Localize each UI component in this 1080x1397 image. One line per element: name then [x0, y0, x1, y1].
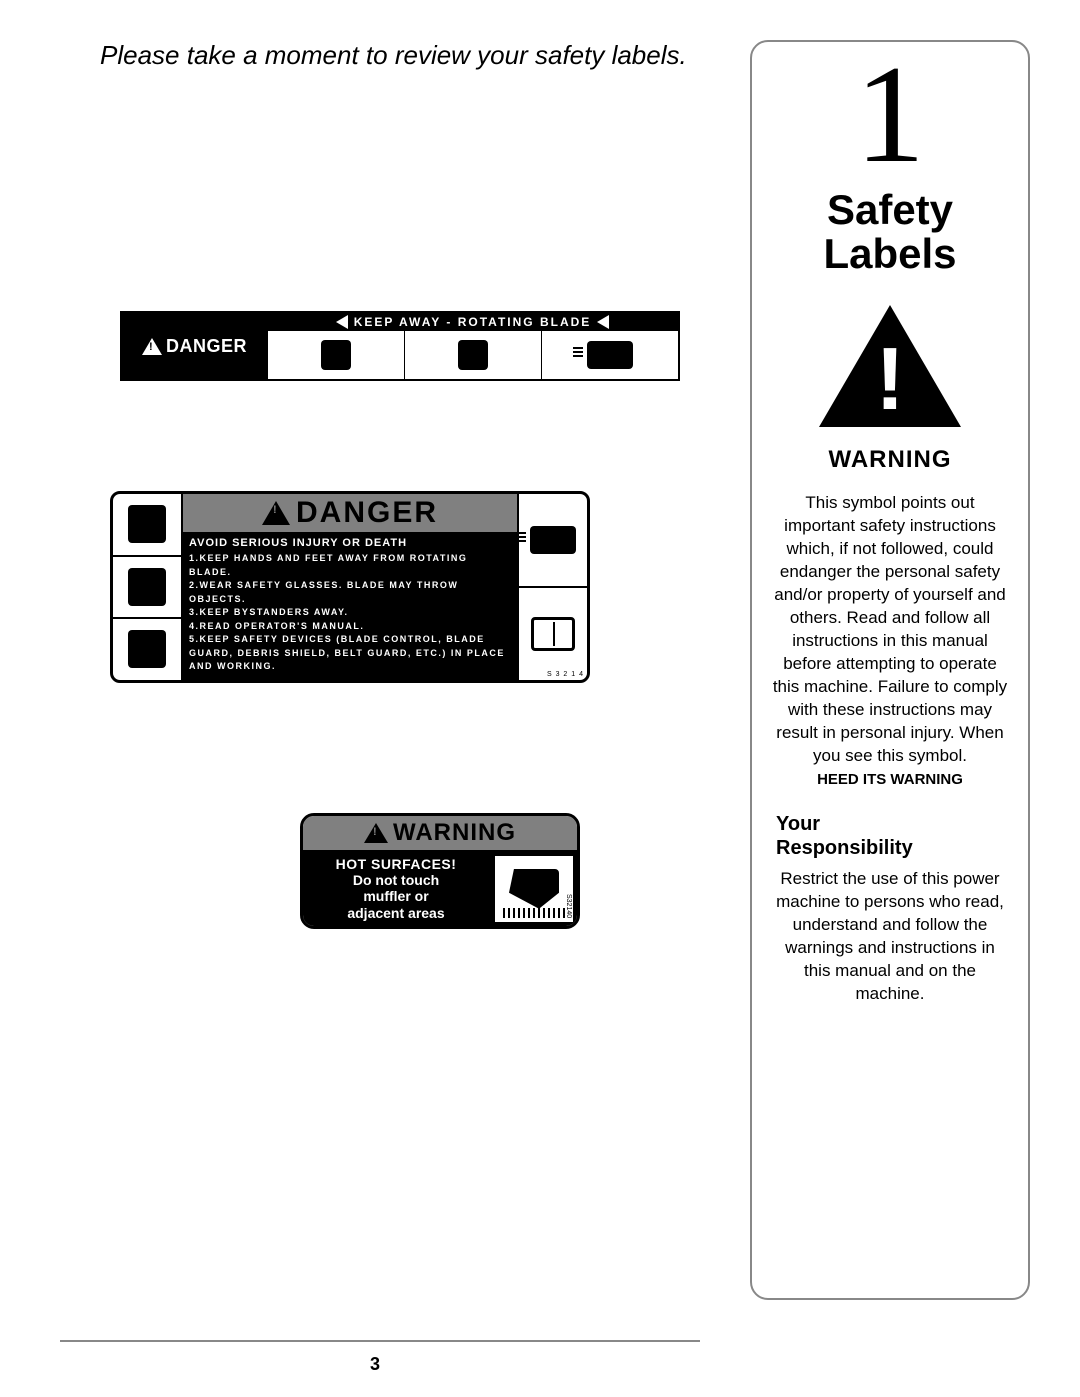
list-item: 5.KEEP SAFETY DEVICES (BLADE CONTROL, BL…	[189, 633, 511, 674]
list-item: 3.KEEP BYSTANDERS AWAY.	[189, 606, 511, 620]
responsibility-body: Restrict the use of this power machine t…	[770, 868, 1010, 1006]
keep-away-bar: KEEP AWAY - ROTATING BLADE	[267, 313, 678, 331]
resp-head-l1: Your	[776, 813, 820, 835]
danger-strip-icons	[267, 331, 678, 379]
warning-hot-header: WARNING	[303, 816, 577, 852]
list-item: 1.KEEP HANDS AND FEET AWAY FROM ROTATING…	[189, 552, 511, 579]
pictogram-manual: S 3 2 1 4	[517, 586, 587, 680]
part-number: S32140	[565, 894, 572, 918]
bystander-icon	[128, 630, 166, 668]
hot-line2: muffler or	[307, 888, 485, 905]
pictogram-goggles	[541, 331, 678, 379]
pictogram-foot-blade	[113, 555, 183, 618]
warning-triangle-icon	[364, 823, 388, 843]
pictogram-goggles	[517, 494, 587, 586]
blade-hand-icon	[321, 340, 351, 370]
blade-foot-icon	[128, 568, 166, 606]
danger-big-label: DANGER AVOID SERIOUS INJURY OR DEATH 1.K…	[110, 491, 590, 683]
chapter-title-l1: Safety	[827, 186, 953, 233]
svg-text:!: !	[875, 329, 904, 428]
list-item: 4.READ OPERATOR'S MANUAL.	[189, 620, 511, 634]
pictogram-hand-blade	[267, 331, 404, 379]
blade-foot-icon	[458, 340, 488, 370]
manual-icon	[531, 617, 575, 651]
resp-head-l2: Responsibility	[776, 837, 913, 859]
part-number: S 3 2 1 4	[547, 671, 584, 678]
chapter-number: 1	[770, 52, 1010, 178]
heat-lines-icon	[503, 908, 565, 918]
sidebar-warning-heading: WARNING	[770, 446, 1010, 474]
warning-triangle-large-icon: !	[770, 301, 1010, 436]
hot-line1: Do not touch	[307, 872, 485, 889]
heed-warning-text: HEED ITS WARNING	[770, 771, 1010, 788]
main-column: DANGER KEEP AWAY - ROTATING BLADE	[60, 131, 700, 929]
warning-triangle-icon	[142, 338, 162, 355]
page-number: 3	[0, 1354, 750, 1375]
warning-hot-label: WARNING HOT SURFACES! Do not touch muffl…	[300, 813, 580, 929]
pictogram-foot-blade	[404, 331, 541, 379]
danger-big-center: DANGER AVOID SERIOUS INJURY OR DEATH 1.K…	[183, 494, 517, 680]
chapter-title-l2: Labels	[823, 230, 956, 277]
danger-text: DANGER	[166, 336, 247, 357]
hot-surface-pictogram: S32140	[493, 856, 573, 922]
hot-surfaces-text: HOT SURFACES!	[307, 856, 485, 872]
hand-burn-icon	[509, 869, 559, 909]
list-item: 2.WEAR SAFETY GLASSES. BLADE MAY THROW O…	[189, 579, 511, 606]
responsibility-heading: Your Responsibility	[776, 812, 1010, 860]
danger-big-subheader: AVOID SERIOUS INJURY OR DEATH	[183, 534, 517, 552]
warning-hot-body: HOT SURFACES! Do not touch muffler or ad…	[303, 852, 577, 926]
hot-line3: adjacent areas	[307, 905, 485, 922]
danger-big-header: DANGER	[183, 494, 517, 534]
page: Please take a moment to review your safe…	[0, 0, 1080, 1397]
keep-away-text: KEEP AWAY - ROTATING BLADE	[354, 315, 592, 329]
blade-hand-icon	[128, 505, 166, 543]
danger-big-header-text: DANGER	[296, 496, 438, 530]
footer-rule	[60, 1340, 700, 1342]
danger-strip-label: DANGER KEEP AWAY - ROTATING BLADE	[120, 311, 680, 381]
warning-triangle-icon	[262, 501, 290, 525]
danger-big-list: 1.KEEP HANDS AND FEET AWAY FROM ROTATING…	[183, 552, 517, 680]
pictogram-hand-blade	[113, 494, 183, 555]
danger-strip-left: DANGER	[122, 313, 267, 379]
warning-hot-header-text: WARNING	[393, 819, 516, 847]
danger-big-inner: DANGER AVOID SERIOUS INJURY OR DEATH 1.K…	[113, 494, 587, 680]
danger-big-left-icons	[113, 494, 183, 680]
chapter-sidebar: 1 Safety Labels ! WARNING This symbol po…	[750, 40, 1030, 1300]
goggles-icon	[587, 341, 633, 369]
goggles-icon	[530, 526, 576, 554]
danger-strip-right: KEEP AWAY - ROTATING BLADE	[267, 313, 678, 379]
arrow-left-icon	[336, 315, 348, 329]
sidebar-body-text: This symbol points out important safety …	[770, 492, 1010, 767]
warning-hot-text: HOT SURFACES! Do not touch muffler or ad…	[303, 852, 489, 926]
pictogram-bystander	[113, 617, 183, 680]
arrow-left-icon	[597, 315, 609, 329]
chapter-title: Safety Labels	[770, 188, 1010, 276]
danger-big-right-icons: S 3 2 1 4	[517, 494, 587, 680]
